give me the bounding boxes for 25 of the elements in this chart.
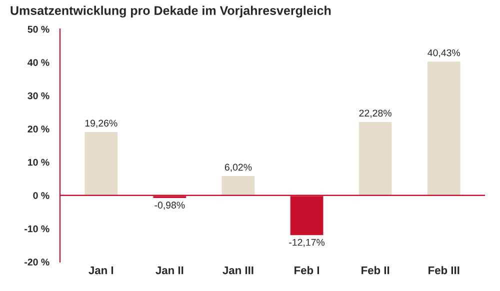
bar [83, 130, 119, 196]
y-tick-label: -10 % [24, 225, 50, 232]
bar [426, 60, 462, 196]
y-tick-label: 30 % [28, 92, 50, 100]
y-tick-label: 10 % [28, 158, 50, 166]
y-tick-label: 20 % [28, 126, 50, 132]
y-tick-label: 40 % [28, 59, 50, 66]
bar [357, 120, 394, 196]
y-tick-label: 50 % [28, 26, 50, 33]
x-tick-label: Feb II [362, 266, 390, 274]
data-label: -0,98% [154, 202, 185, 210]
chart-title: Umsatzentwicklung pro Dekade im Vorjahresvergleich [10, 6, 331, 18]
bar [220, 174, 256, 196]
x-tick-label: Jan III [222, 266, 254, 274]
data-label: 19,26% [85, 120, 118, 128]
data-label: 6,02% [224, 164, 252, 172]
y-tick-label: 0 % [33, 192, 50, 200]
data-label: 22,28% [359, 110, 392, 118]
data-label: -12,17% [289, 238, 325, 247]
x-tick-label: Jan I [88, 266, 114, 274]
y-tick-label: -20 % [24, 258, 50, 266]
x-tick-label: Feb I [294, 266, 319, 274]
x-tick-label: Jan II [156, 266, 184, 274]
data-label: 40,43% [428, 49, 460, 58]
x-tick-label: Feb III [428, 266, 460, 274]
